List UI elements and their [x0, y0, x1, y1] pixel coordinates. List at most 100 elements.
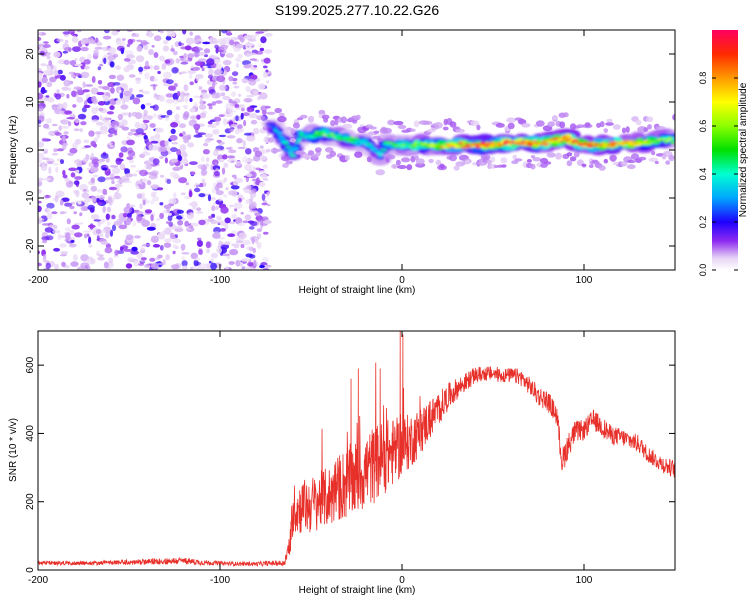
noise-blob — [181, 256, 185, 261]
noise-blob — [96, 133, 101, 139]
signal-blob — [336, 135, 341, 138]
noise-blob — [242, 140, 246, 147]
y-tick-label: -20 — [25, 238, 36, 253]
noise-blob — [234, 208, 238, 212]
noise-blob — [245, 52, 250, 58]
signal-blob — [352, 139, 356, 141]
noise-blob — [99, 115, 103, 121]
noise-blob — [126, 136, 131, 140]
noise-blob — [188, 202, 194, 206]
noise-blob — [114, 175, 121, 179]
signal-halo — [599, 121, 605, 128]
noise-blob — [134, 235, 141, 239]
noise-blob — [73, 211, 77, 215]
noise-blob — [224, 222, 229, 230]
noise-blob — [261, 257, 269, 263]
signal-halo — [279, 112, 285, 117]
noise-blob — [38, 92, 43, 100]
noise-blob — [118, 89, 122, 94]
noise-blob — [252, 127, 260, 135]
noise-blob — [204, 163, 210, 168]
signal-halo — [490, 156, 496, 163]
noise-blob — [250, 52, 257, 56]
noise-blob — [61, 197, 70, 203]
noise-blob — [43, 123, 50, 129]
signal-halo — [672, 113, 675, 121]
noise-blob — [165, 254, 171, 261]
signal-halo — [507, 122, 515, 130]
signal-halo — [609, 154, 617, 162]
noise-blob — [114, 183, 123, 188]
noise-blob — [59, 159, 65, 165]
noise-blob — [98, 254, 104, 257]
signal-blob — [579, 143, 583, 146]
noise-blob — [235, 115, 239, 122]
noise-blob — [138, 89, 144, 93]
colorbar-tick-label: 0.4 — [698, 168, 708, 181]
noise-blob — [149, 136, 156, 142]
noise-blob — [262, 264, 272, 268]
signal-halo — [555, 152, 562, 160]
noise-blob — [128, 159, 134, 164]
noise-blob — [89, 223, 94, 230]
noise-blob — [207, 80, 211, 85]
noise-blob — [243, 119, 247, 127]
signal-blob — [502, 142, 507, 146]
noise-blob — [199, 51, 206, 57]
noise-blob — [157, 187, 164, 191]
noise-blob — [256, 241, 262, 249]
noise-blob — [66, 117, 75, 120]
noise-blob — [254, 150, 263, 157]
noise-blob — [219, 44, 228, 51]
noise-blob — [222, 95, 231, 101]
signal-blob — [647, 140, 651, 142]
noise-blob — [228, 98, 233, 104]
noise-blob — [264, 33, 273, 37]
signal-halo — [552, 115, 558, 121]
noise-blob — [40, 164, 48, 171]
signal-blob — [563, 135, 569, 138]
noise-blob — [107, 133, 113, 138]
noise-blob — [179, 144, 187, 151]
noise-blob — [213, 55, 218, 59]
noise-blob — [109, 165, 119, 168]
noise-blob — [60, 251, 68, 255]
signal-blob — [583, 142, 588, 145]
noise-blob — [54, 69, 59, 77]
noise-blob — [103, 57, 107, 64]
signal-blob — [287, 151, 294, 155]
noise-blob — [141, 90, 150, 95]
noise-blob — [161, 63, 167, 70]
noise-blob — [64, 238, 69, 242]
noise-blob — [141, 42, 150, 45]
signal-blob — [354, 141, 358, 144]
noise-blob — [38, 158, 43, 164]
signal-blob — [618, 142, 623, 145]
noise-blob — [61, 142, 67, 151]
noise-blob — [181, 59, 190, 63]
noise-blob — [83, 139, 90, 144]
noise-blob — [41, 137, 48, 142]
noise-blob — [222, 59, 232, 66]
noise-blob — [182, 30, 187, 35]
noise-blob — [39, 50, 46, 56]
noise-blob — [165, 93, 174, 98]
signal-halo — [395, 159, 401, 166]
signal-halo — [562, 112, 569, 118]
signal-halo — [311, 153, 318, 160]
noise-blob — [248, 210, 258, 213]
signal-blob — [533, 143, 542, 147]
noise-blob — [215, 121, 220, 126]
signal-halo — [453, 165, 460, 171]
noise-blob — [73, 86, 82, 91]
noise-blob — [237, 53, 243, 59]
noise-blob — [45, 262, 51, 270]
signal-blob — [494, 142, 498, 146]
noise-blob — [214, 161, 218, 166]
signal-halo — [299, 114, 308, 119]
noise-blob — [153, 77, 158, 82]
noise-blob — [76, 96, 84, 103]
signal-halo — [654, 160, 659, 165]
noise-blob — [155, 218, 161, 221]
colorbar-axis: 0.0 0.2 0.4 0.6 0.8 — [698, 72, 738, 276]
